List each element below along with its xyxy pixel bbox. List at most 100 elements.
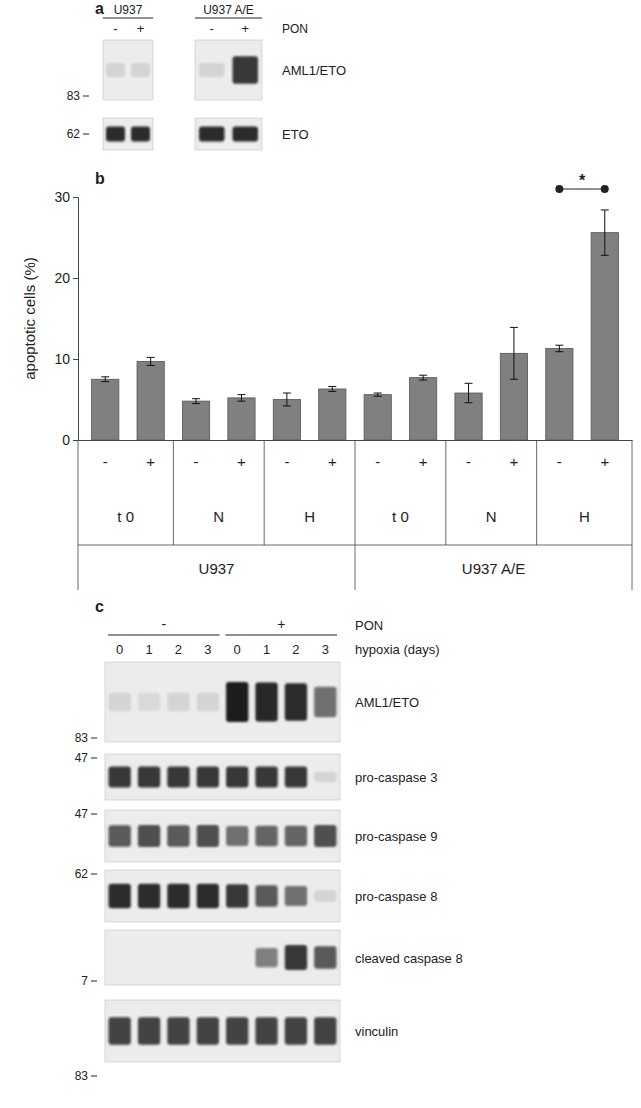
error-bar [601,210,609,255]
x-tick: + [510,440,519,470]
x-tick-label: - [284,453,289,470]
x-tick-label: - [194,453,199,470]
x-axis: -+-+-+-+-+-+ [79,440,633,470]
y-tick-label: 20 [54,270,70,286]
day-label: 3 [204,642,211,657]
band [109,884,131,908]
error-cap [465,402,473,403]
treatment-label: + [277,616,285,632]
error-bar [419,375,427,380]
blot_a: AML1/ETO83ETO62U937-+U937 A/E-+PON [67,3,346,150]
y-tick-label: 0 [62,432,70,448]
band [167,1017,189,1044]
x-tick: + [328,440,337,470]
error-bar [101,377,109,382]
error-bar [328,387,336,392]
figure: abcAML1/ETO83ETO62U937-+U937 A/E-+PON010… [0,0,641,1108]
x-tick-label: + [328,453,337,470]
error-stem [150,357,151,365]
band [285,1017,307,1044]
marker-dash [91,738,97,739]
group-label: N [213,508,224,525]
row-label: ETO [282,127,309,142]
table-separator [632,440,633,590]
group-underline [103,18,153,19]
lane-label: + [241,21,249,36]
bar [228,398,255,440]
treatment-line [108,635,220,636]
treatment-name: PON [355,618,383,633]
error-stem [332,387,333,392]
table-separator [445,440,446,545]
bar [409,378,436,440]
bar [92,379,119,440]
group-label: U937 [114,3,143,17]
error-cap [283,405,291,406]
error-cap [101,376,109,377]
x-tick: - [375,440,380,470]
group-label: H [304,508,315,525]
group-label: N [486,508,497,525]
group-label: U937 A/E [203,3,254,17]
blot-background [103,118,153,150]
x-tick: - [557,440,562,470]
y-tick-mark [73,197,78,198]
marker-label: 83 [67,89,81,103]
band [255,948,277,967]
table-separator [78,440,79,590]
cell-line-label: U937 [199,560,235,577]
significance-dot [555,185,563,193]
band [138,693,160,711]
error-cap [192,403,200,404]
band [226,826,248,846]
band [167,825,189,846]
band [167,767,189,788]
blot-background [105,754,340,800]
error-bar [283,393,291,406]
x-tick: + [600,440,609,470]
panel-label: c [95,598,104,615]
band [285,886,307,906]
blot-background [105,1000,340,1062]
band [131,126,150,141]
marker-dash [83,96,89,97]
treatment-label: - [161,616,166,632]
row-label: vinculin [355,1024,398,1039]
table-separator [264,440,265,545]
error-stem [513,327,514,379]
blot-background [103,40,153,100]
band [314,687,336,717]
band [199,63,224,77]
error-bar [555,345,563,351]
row-label: pro-caspase 8 [355,889,437,904]
group-label: t 0 [392,508,409,525]
marker-dash [91,758,97,759]
panel-label: a [95,0,104,17]
error-cap [374,393,382,394]
table-separator [536,440,537,545]
error-stem [423,375,424,380]
x-tick: - [466,440,471,470]
treatment-line [225,635,337,636]
marker-label: 83 [75,1069,89,1083]
lane-label: - [210,21,214,36]
error-cap [465,383,473,384]
band [109,693,131,711]
band [199,126,224,141]
band [285,826,307,847]
band [226,1017,248,1044]
x-tick: + [146,440,155,470]
panel-label: b [95,170,105,187]
band [255,683,277,722]
band [226,884,248,908]
blot-background [105,930,340,985]
y-tick-mark [73,359,78,360]
band [197,693,219,711]
blot-background [105,810,340,862]
error-cap [601,255,609,256]
error-cap [328,391,336,392]
error-stem [196,399,197,404]
band [314,772,336,783]
band [138,825,160,847]
band [138,952,160,963]
